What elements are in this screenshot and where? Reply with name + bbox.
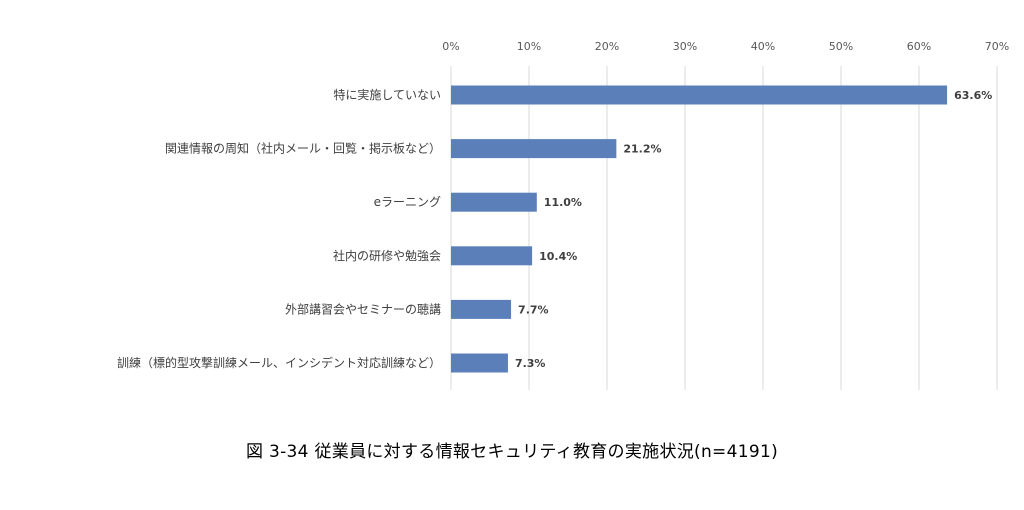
- figure-caption: 図 3-34 従業員に対する情報セキュリティ教育の実施状況(n=4191): [245, 442, 778, 462]
- data-labels: 63.6% 21.2% 11.0% 10.4% 7.7% 7.3%: [515, 89, 992, 370]
- category-label: 関連情報の周知（社内メール・回覧・掲示板など）: [165, 141, 441, 156]
- bar: [451, 85, 948, 105]
- bar: [451, 192, 537, 212]
- x-tick-label: 70%: [985, 40, 1009, 53]
- bar-chart: 0% 10% 20% 30% 40% 50% 60% 70% 特に実施していない関連情報の周知…: [117, 40, 1009, 390]
- bar: [451, 139, 617, 159]
- bars: [451, 85, 948, 373]
- x-tick-label: 50%: [829, 40, 853, 53]
- category-label: 社内の研修や勉強会: [333, 248, 441, 263]
- data-label: 11.0%: [544, 196, 582, 209]
- data-label: 7.3%: [515, 357, 546, 370]
- x-tick-label: 40%: [751, 40, 775, 53]
- x-tick-label: 30%: [673, 40, 697, 53]
- data-label: 63.6%: [954, 89, 992, 102]
- category-label: 特に実施していない: [333, 87, 441, 102]
- data-label: 7.7%: [518, 303, 549, 316]
- x-tick-label: 10%: [517, 40, 541, 53]
- gridlines: [450, 66, 998, 390]
- x-tick-label: 60%: [907, 40, 931, 53]
- category-label: 訓練（標的型攻撃訓練メール、インシデント対応訓練など）: [117, 355, 441, 370]
- x-tick-label: 0%: [442, 40, 459, 53]
- data-label: 21.2%: [623, 143, 661, 156]
- x-axis-ticks: 0% 10% 20% 30% 40% 50% 60% 70%: [442, 40, 1009, 53]
- data-label: 10.4%: [539, 250, 577, 263]
- bar: [451, 299, 512, 319]
- bar: [451, 246, 533, 266]
- category-label: eラーニング: [374, 195, 441, 209]
- bar: [451, 353, 508, 373]
- category-label: 外部講習会やセミナーの聴講: [285, 301, 441, 316]
- x-tick-label: 20%: [595, 40, 619, 53]
